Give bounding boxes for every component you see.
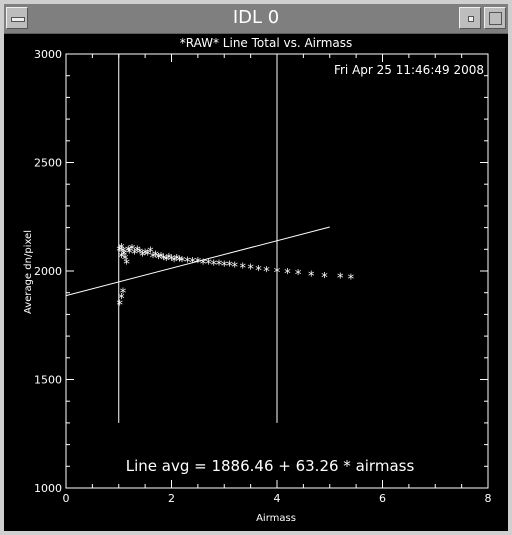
data-point: * — [284, 267, 291, 282]
data-point: * — [123, 257, 130, 272]
maximize-icon — [489, 12, 502, 25]
data-point: * — [118, 292, 125, 307]
data-point: * — [125, 244, 132, 259]
data-point: * — [195, 256, 202, 271]
x-tick-label: 0 — [63, 492, 70, 505]
data-point: * — [226, 259, 233, 274]
data-point: * — [150, 251, 157, 266]
y-tick-label: 2500 — [34, 157, 62, 170]
title-bar[interactable]: IDL 0 — [4, 4, 508, 34]
data-point: * — [126, 246, 133, 261]
data-point: * — [274, 266, 281, 281]
data-point: * — [184, 256, 191, 271]
window-menu-button[interactable] — [6, 7, 28, 29]
data-point: * — [131, 248, 138, 263]
data-point: * — [247, 263, 254, 278]
data-point: * — [145, 249, 152, 264]
data-point: * — [122, 253, 129, 268]
data-point: * — [205, 257, 212, 272]
data-point: * — [120, 287, 127, 302]
fit-equation-label: Line avg = 1886.46 + 63.26 * airmass — [126, 457, 415, 475]
window-title: IDL 0 — [232, 7, 280, 28]
data-point: * — [221, 259, 228, 274]
data-point: * — [189, 256, 196, 271]
data-point: * — [163, 254, 170, 269]
data-point: * — [134, 244, 141, 259]
x-tick-label: 4 — [274, 492, 281, 505]
data-point: * — [348, 273, 355, 288]
data-point: * — [139, 250, 146, 265]
data-point: * — [200, 257, 207, 272]
chart-title: *RAW* Line Total vs. Airmass — [180, 36, 353, 50]
data-point: * — [216, 258, 223, 273]
data-point: * — [337, 271, 344, 286]
data-point: * — [137, 246, 144, 261]
data-point: * — [174, 253, 181, 268]
x-tick-label: 6 — [379, 492, 386, 505]
maximize-button[interactable] — [484, 7, 506, 29]
data-point: * — [176, 255, 183, 270]
data-point: * — [117, 244, 124, 259]
minimize-icon — [468, 16, 474, 22]
y-tick-label: 1500 — [34, 374, 62, 387]
y-tick-label: 1000 — [34, 482, 62, 495]
data-point: * — [120, 245, 127, 260]
data-point: * — [210, 258, 217, 273]
menu-icon — [11, 17, 25, 22]
y-axis-label: Average dn/pixel — [23, 230, 34, 314]
x-axis-label: Airmass — [256, 513, 296, 524]
data-point: * — [171, 255, 178, 270]
data-point: * — [155, 252, 162, 267]
data-point: * — [142, 248, 149, 263]
data-point: * — [321, 271, 328, 286]
data-point: * — [160, 253, 167, 268]
timestamp: Fri Apr 25 11:46:49 2008 — [334, 63, 484, 77]
y-tick-label: 3000 — [34, 48, 62, 61]
x-tick-label: 8 — [485, 492, 492, 505]
data-point: * — [118, 251, 125, 266]
data-point: * — [158, 251, 165, 266]
x-tick-label: 2 — [168, 492, 175, 505]
data-point: * — [129, 243, 136, 258]
data-point: * — [121, 249, 128, 264]
fit-line — [65, 226, 330, 297]
data-point: * — [118, 242, 125, 257]
data-point: * — [295, 268, 302, 283]
data-point: * — [166, 252, 173, 267]
minimize-button[interactable] — [459, 7, 481, 29]
data-point: * — [168, 253, 175, 268]
plot-canvas: *RAW* Line Total vs. Airmass Fri Apr 25 … — [23, 36, 492, 524]
data-point: * — [255, 264, 262, 279]
data-point: * — [263, 265, 270, 280]
y-tick-label: 2000 — [34, 265, 62, 278]
data-point: * — [232, 261, 239, 276]
data-point: * — [117, 299, 124, 314]
data-point: * — [308, 269, 315, 284]
data-point: * — [152, 250, 159, 265]
data-point: * — [147, 245, 154, 260]
data-point: * — [179, 255, 186, 270]
data-point: * — [239, 262, 246, 277]
